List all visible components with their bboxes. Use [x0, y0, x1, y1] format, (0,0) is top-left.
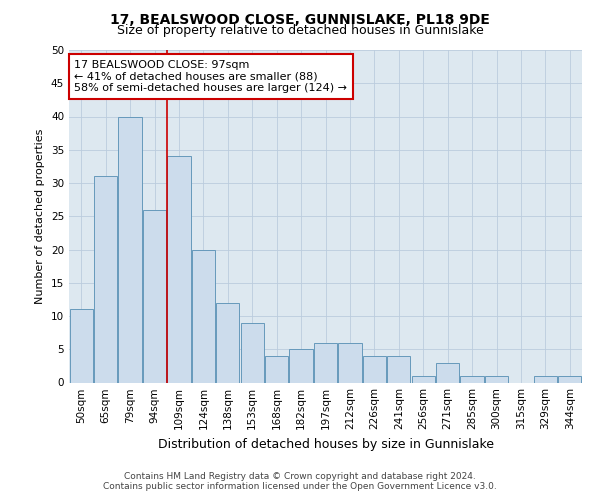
Bar	[289, 349, 313, 382]
Bar	[192, 250, 215, 382]
Y-axis label: Number of detached properties: Number of detached properties	[35, 128, 46, 304]
Bar	[265, 356, 288, 382]
Bar	[94, 176, 117, 382]
Bar	[118, 116, 142, 382]
Bar	[558, 376, 581, 382]
Bar	[387, 356, 410, 382]
Bar	[216, 302, 239, 382]
Bar	[338, 342, 362, 382]
Text: Contains HM Land Registry data © Crown copyright and database right 2024.
Contai: Contains HM Land Registry data © Crown c…	[103, 472, 497, 491]
Bar	[534, 376, 557, 382]
Bar	[143, 210, 166, 382]
X-axis label: Distribution of detached houses by size in Gunnislake: Distribution of detached houses by size …	[157, 438, 493, 451]
Text: 17, BEALSWOOD CLOSE, GUNNISLAKE, PL18 9DE: 17, BEALSWOOD CLOSE, GUNNISLAKE, PL18 9D…	[110, 12, 490, 26]
Bar	[241, 322, 264, 382]
Bar	[412, 376, 435, 382]
Bar	[436, 362, 459, 382]
Bar	[485, 376, 508, 382]
Bar	[314, 342, 337, 382]
Text: 17 BEALSWOOD CLOSE: 97sqm
← 41% of detached houses are smaller (88)
58% of semi-: 17 BEALSWOOD CLOSE: 97sqm ← 41% of detac…	[74, 60, 347, 93]
Text: Size of property relative to detached houses in Gunnislake: Size of property relative to detached ho…	[116, 24, 484, 37]
Bar	[70, 310, 93, 382]
Bar	[167, 156, 191, 382]
Bar	[460, 376, 484, 382]
Bar	[363, 356, 386, 382]
